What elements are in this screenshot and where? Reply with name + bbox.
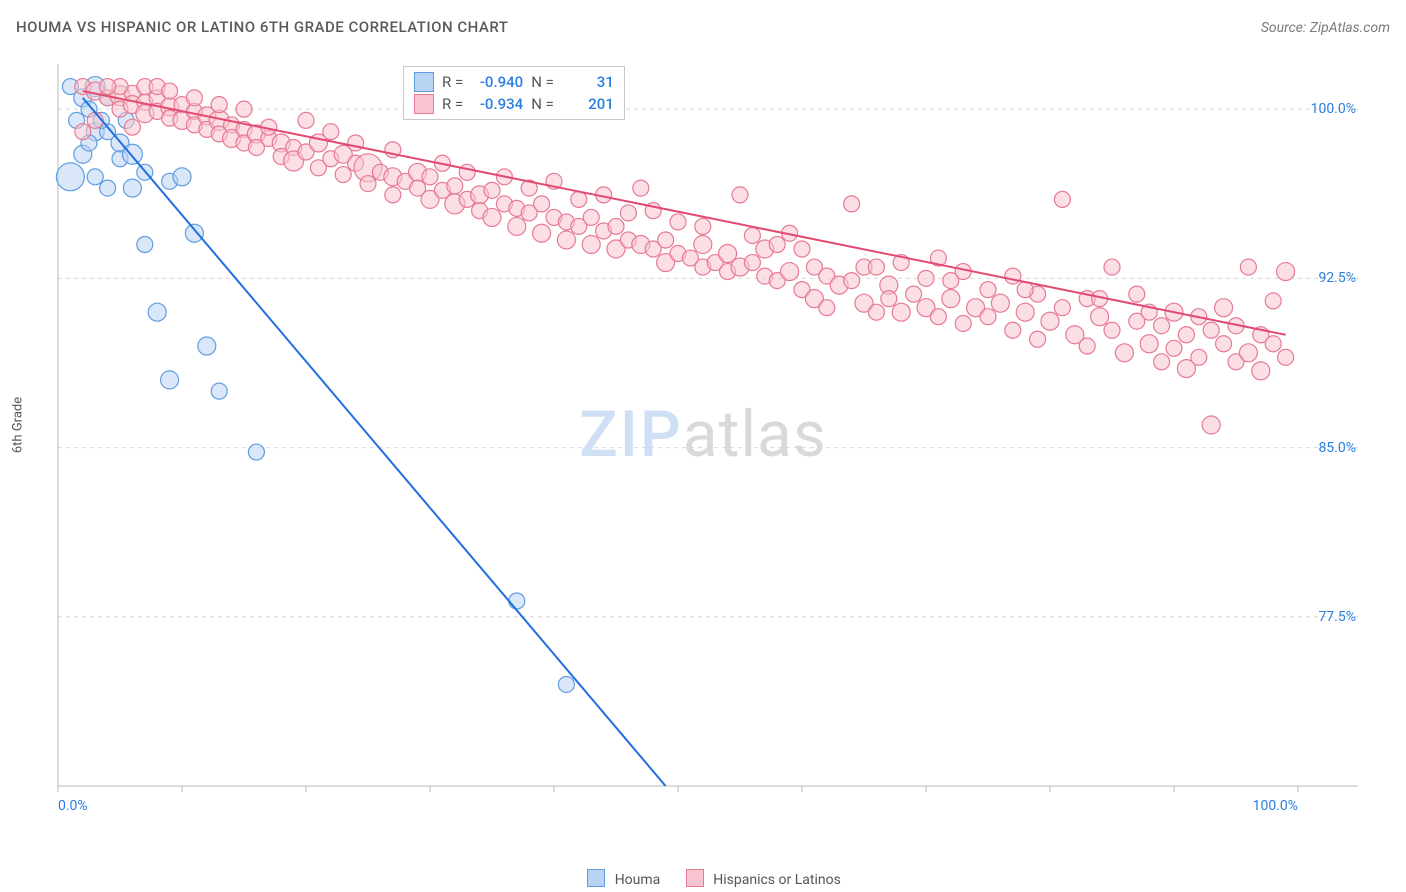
legend-label-houma: Houma xyxy=(615,872,661,888)
chart-svg xyxy=(48,54,1358,822)
legend-label-hispanic: Hispanics or Latinos xyxy=(713,872,841,888)
y-axis-label: 6th Grade xyxy=(11,397,26,453)
legend-swatch-houma xyxy=(587,869,605,887)
ytick-label: 77.5% xyxy=(1318,609,1356,625)
ytick-label: 92.5% xyxy=(1318,270,1356,286)
legend-bottom: Houma Hispanics or Latinos xyxy=(0,869,1406,888)
correlation-box: R = -0.940 N = 31 R = -0.934 N = 201 xyxy=(403,66,625,120)
corr-row-hispanic: R = -0.934 N = 201 xyxy=(414,93,614,115)
plot-area: ZIPatlas R = -0.940 N = 31 R = -0.934 N … xyxy=(48,54,1358,822)
xtick-label: 0.0% xyxy=(58,798,88,814)
chart-title: HOUMA VS HISPANIC OR LATINO 6TH GRADE CO… xyxy=(16,18,508,36)
ytick-label: 100.0% xyxy=(1311,101,1356,117)
legend-swatch-hispanic xyxy=(686,869,704,887)
ytick-label: 85.0% xyxy=(1318,440,1356,456)
source-label: Source: ZipAtlas.com xyxy=(1261,20,1390,36)
xtick-label: 100.0% xyxy=(1253,798,1298,814)
corr-row-houma: R = -0.940 N = 31 xyxy=(414,71,614,93)
swatch-hispanic xyxy=(414,94,434,114)
swatch-houma xyxy=(414,72,434,92)
